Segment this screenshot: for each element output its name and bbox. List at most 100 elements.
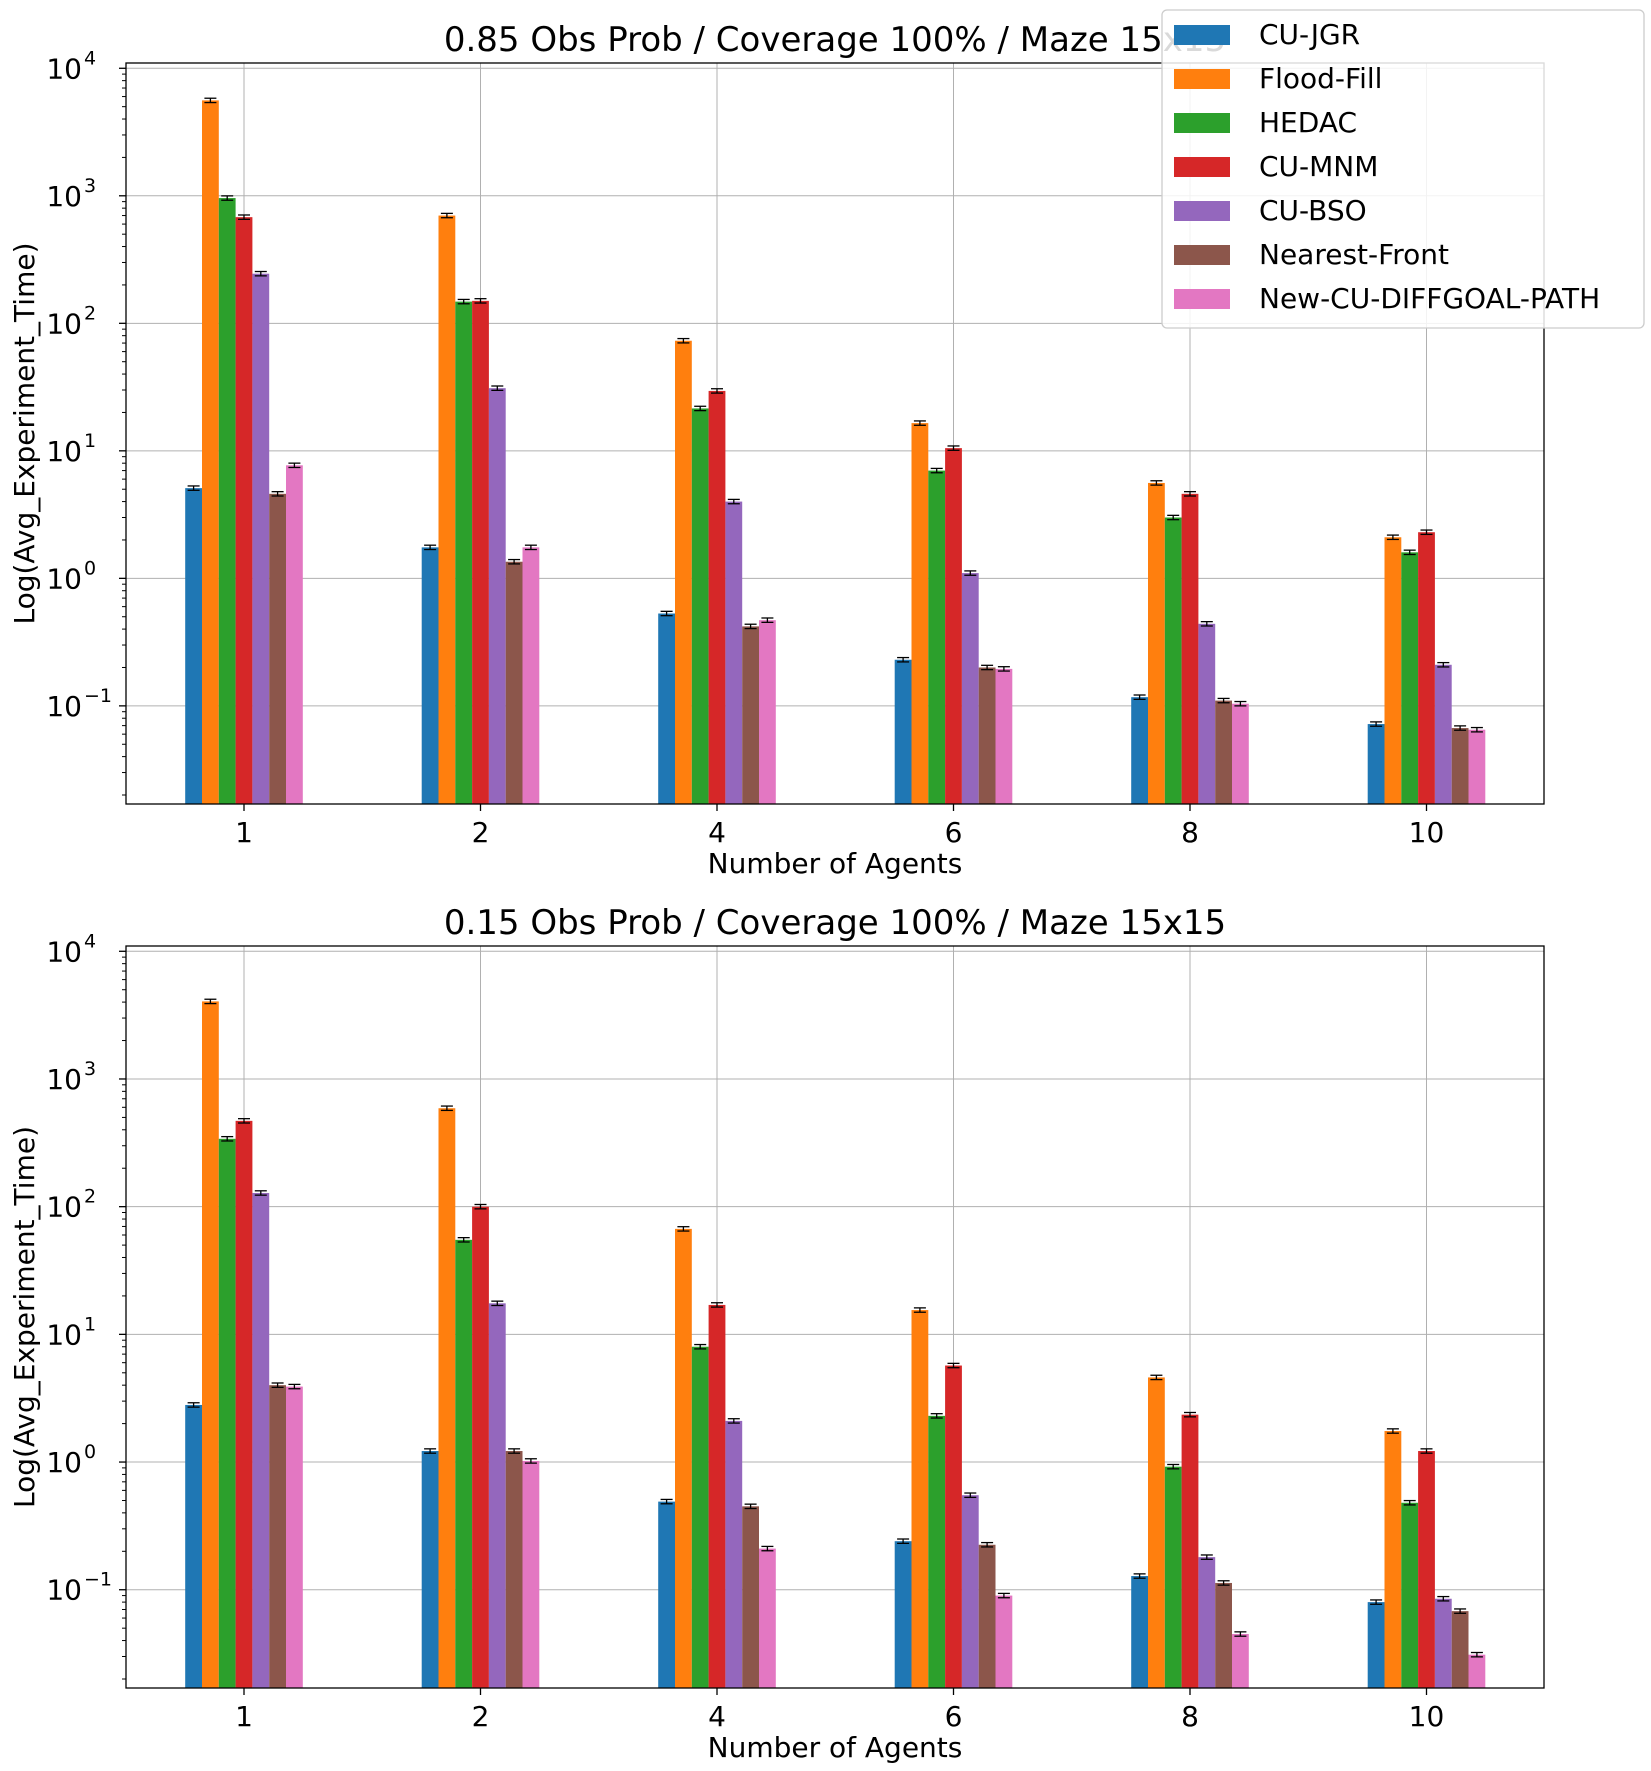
y-tick-exponent: 4 [84, 930, 96, 952]
x-tick-label: 8 [1181, 1700, 1199, 1733]
bar-nearest-front [978, 667, 996, 804]
bar-cu-bso [1434, 1598, 1452, 1688]
y-tick-label: 10 [46, 1574, 82, 1607]
bar-cu-mnm [945, 1365, 962, 1688]
bar-nearest-front [1215, 1582, 1232, 1688]
bar-hedac [1401, 552, 1419, 804]
bar-hedac [218, 198, 236, 804]
y-tick-label: 10 [46, 180, 82, 213]
x-tick-label: 10 [1409, 1700, 1445, 1733]
bar-flood-fill [1148, 482, 1165, 804]
y-tick-label: 10 [46, 435, 82, 468]
bar-new-cu-diffgoal-path [1232, 703, 1249, 804]
bar-cu-jgr [1367, 1602, 1385, 1688]
bar-new-cu-diffgoal-path [759, 620, 776, 804]
y-tick-exponent: 0 [84, 1441, 96, 1463]
legend-label: CU-MNM [1259, 150, 1378, 183]
bar-cu-bso [252, 1192, 270, 1688]
legend-label: HEDAC [1259, 106, 1357, 139]
bar-cu-jgr [1131, 1576, 1148, 1688]
bar-hedac [1401, 1502, 1419, 1688]
legend-swatch [1174, 113, 1230, 133]
bar-nearest-front [742, 1506, 759, 1688]
bar-cu-jgr [1367, 724, 1385, 804]
legend-label: Nearest-Front [1259, 238, 1449, 271]
legend-box [1161, 9, 1645, 329]
bar-hedac [455, 301, 473, 804]
bar-flood-fill [438, 215, 456, 804]
bar-flood-fill [1384, 537, 1402, 804]
bar-new-cu-diffgoal-path [759, 1548, 776, 1688]
bar-new-cu-diffgoal-path [995, 1595, 1013, 1688]
bar-cu-jgr [1131, 697, 1148, 804]
bar-nearest-front [505, 561, 523, 804]
bar-new-cu-diffgoal-path [1468, 1654, 1486, 1688]
x-tick-label: 1 [235, 816, 253, 849]
x-tick-label: 6 [945, 1700, 963, 1733]
bar-new-cu-diffgoal-path [522, 547, 540, 804]
bar-hedac [1164, 1466, 1182, 1688]
bar-cu-mnm [235, 1120, 253, 1688]
bar-flood-fill [911, 423, 929, 804]
bar-hedac [218, 1138, 236, 1688]
y-tick-label: 10 [46, 1191, 82, 1224]
legend-label: New-CU-DIFFGOAL-PATH [1259, 282, 1600, 315]
bar-cu-bso [961, 1495, 979, 1688]
bar-new-cu-diffgoal-path [522, 1460, 540, 1688]
bar-nearest-front [505, 1451, 523, 1688]
bar-hedac [455, 1239, 473, 1688]
bar-cu-mnm [1181, 493, 1199, 804]
y-tick-label: 10 [46, 1063, 82, 1096]
y-tick-label: 10 [46, 52, 82, 85]
y-tick-label: 10 [46, 562, 82, 595]
bar-cu-bso [725, 501, 743, 804]
y-tick-label: 10 [46, 1446, 82, 1479]
bar-cu-jgr [658, 613, 675, 804]
bar-flood-fill [202, 100, 219, 805]
bar-cu-mnm [945, 448, 962, 804]
bar-cu-jgr [894, 659, 912, 804]
bar-cu-mnm [235, 217, 253, 805]
bar-cu-bso [488, 388, 506, 804]
x-tick-label: 4 [708, 816, 726, 849]
bar-cu-jgr [421, 1451, 439, 1688]
bar-nearest-front [269, 1385, 286, 1688]
bar-flood-fill [675, 340, 692, 804]
bar-cu-bso [1434, 664, 1452, 804]
bar-new-cu-diffgoal-path [1232, 1634, 1249, 1688]
bar-flood-fill [911, 1310, 929, 1688]
legend-label: CU-BSO [1259, 194, 1367, 227]
bar-nearest-front [269, 493, 286, 804]
y-tick-label: 10 [46, 307, 82, 340]
chart-title: 0.15 Obs Prob / Coverage 100% / Maze 15x… [444, 903, 1226, 943]
y-tick-label: 10 [46, 935, 82, 968]
y-tick-label: 10 [46, 690, 82, 723]
x-tick-label: 1 [235, 1700, 253, 1733]
bar-cu-mnm [472, 1206, 489, 1688]
bar-nearest-front [978, 1544, 996, 1688]
plot-frame [125, 945, 1545, 1689]
y-axis-label: Log(Avg_Experiment_Time) [8, 242, 41, 624]
bar-cu-bso [725, 1420, 743, 1688]
legend-swatch [1174, 25, 1230, 45]
bar-flood-fill [1384, 1431, 1402, 1688]
legend-label: Flood-Fill [1259, 62, 1382, 95]
bar-cu-bso [1198, 1557, 1216, 1688]
bar-cu-mnm [708, 390, 726, 804]
bar-new-cu-diffgoal-path [286, 465, 303, 804]
bar-hedac [691, 408, 709, 804]
y-tick-exponent: 2 [84, 1186, 96, 1208]
chart-title: 0.85 Obs Prob / Coverage 100% / Maze 15x… [444, 20, 1226, 60]
legend-swatch [1174, 289, 1230, 309]
bar-hedac [928, 470, 946, 804]
legend-swatch [1174, 69, 1230, 89]
plot-frame [125, 62, 1545, 805]
bar-cu-mnm [472, 300, 489, 804]
bar-cu-jgr [185, 488, 202, 804]
bar-nearest-front [1215, 700, 1232, 804]
bar-cu-jgr [894, 1541, 912, 1688]
bar-flood-fill [438, 1108, 456, 1688]
bar-new-cu-diffgoal-path [995, 668, 1013, 804]
bar-cu-mnm [1181, 1414, 1199, 1688]
